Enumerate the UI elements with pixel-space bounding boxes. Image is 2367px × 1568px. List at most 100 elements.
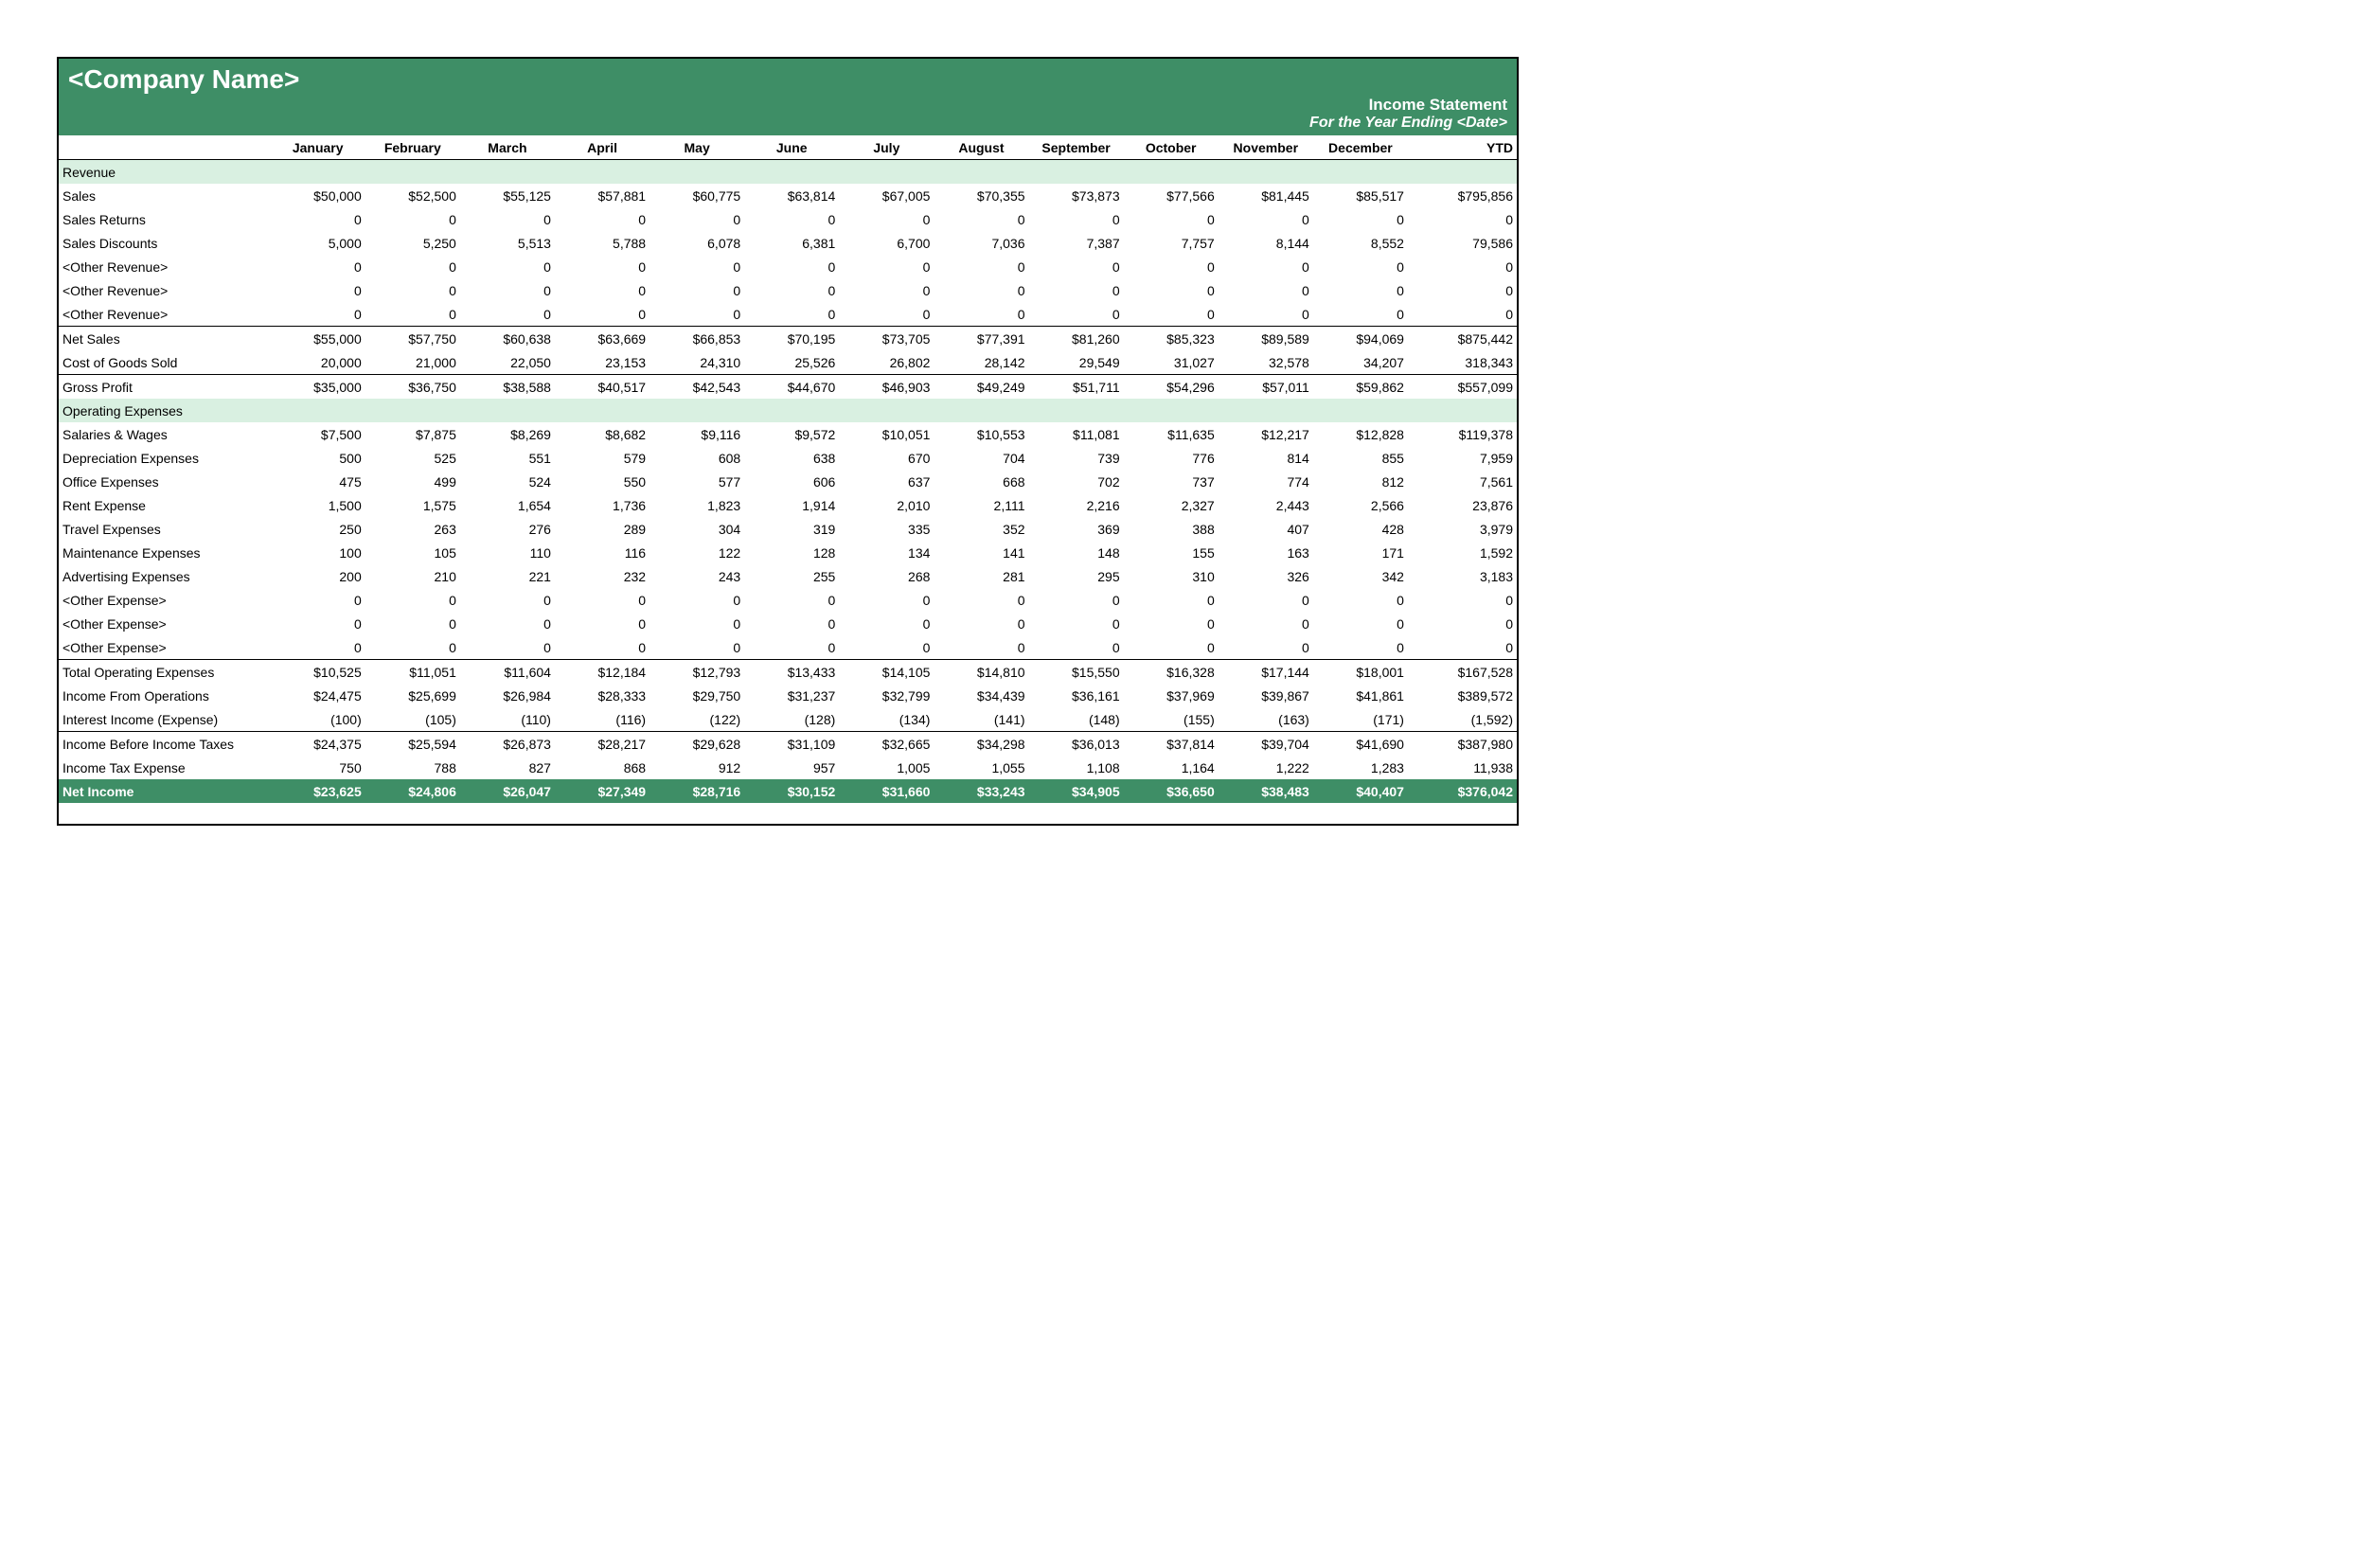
cell-value: 5,513 xyxy=(460,231,555,255)
cell-value: 407 xyxy=(1219,517,1313,541)
cell-value: (148) xyxy=(1029,707,1124,732)
cell-value: $57,750 xyxy=(365,327,460,351)
cell-value: 0 xyxy=(460,588,555,612)
cell-value: 263 xyxy=(365,517,460,541)
row-label: Rent Expense xyxy=(59,493,271,517)
cell-value: $119,378 xyxy=(1408,422,1517,446)
cell-value: $18,001 xyxy=(1313,660,1408,685)
cell-value: $40,407 xyxy=(1313,779,1408,803)
cell-value: 7,757 xyxy=(1124,231,1219,255)
cell-value: $11,635 xyxy=(1124,422,1219,446)
cell-value: 0 xyxy=(650,278,744,302)
row-label: Total Operating Expenses xyxy=(59,660,271,685)
cell-value: $167,528 xyxy=(1408,660,1517,685)
cell-value: $11,051 xyxy=(365,660,460,685)
column-header: February xyxy=(365,135,460,160)
cell-value: 0 xyxy=(365,302,460,327)
cell-value: $85,323 xyxy=(1124,327,1219,351)
cell-value: $14,105 xyxy=(839,660,934,685)
cell-value: 26,802 xyxy=(839,350,934,375)
cell-value: 29,549 xyxy=(1029,350,1124,375)
row-label: Sales Returns xyxy=(59,207,271,231)
cell-value: $26,873 xyxy=(460,732,555,757)
cell-value: 25,526 xyxy=(744,350,839,375)
cell-value: 0 xyxy=(271,612,365,635)
cell-value: $42,543 xyxy=(650,375,744,400)
cell-value: 0 xyxy=(365,635,460,660)
cell-value: $25,594 xyxy=(365,732,460,757)
cell-value: 22,050 xyxy=(460,350,555,375)
cell-value: 369 xyxy=(1029,517,1124,541)
cell-value: $31,237 xyxy=(744,684,839,707)
cell-value: 352 xyxy=(934,517,1028,541)
cell-value: 814 xyxy=(1219,446,1313,470)
cell-value: (171) xyxy=(1313,707,1408,732)
cell-value: 310 xyxy=(1124,564,1219,588)
cell-value: 1,283 xyxy=(1313,756,1408,779)
cell-value: 0 xyxy=(271,278,365,302)
cell-value: 1,575 xyxy=(365,493,460,517)
cell-value: 2,216 xyxy=(1029,493,1124,517)
cell-value: $8,682 xyxy=(555,422,650,446)
cell-value: 0 xyxy=(271,588,365,612)
cell-value: $376,042 xyxy=(1408,779,1517,803)
cell-value: 0 xyxy=(1219,207,1313,231)
cell-value: 737 xyxy=(1124,470,1219,493)
cell-value: $38,588 xyxy=(460,375,555,400)
cell-value: 318,343 xyxy=(1408,350,1517,375)
cell-value: 1,055 xyxy=(934,756,1028,779)
table-row: Operating Expenses xyxy=(59,399,1517,422)
label-column-header xyxy=(59,135,271,160)
cell-value: 0 xyxy=(1124,612,1219,635)
row-label: Travel Expenses xyxy=(59,517,271,541)
cell-value: $67,005 xyxy=(839,184,934,207)
cell-value: 1,823 xyxy=(650,493,744,517)
cell-value: 499 xyxy=(365,470,460,493)
cell-value: 388 xyxy=(1124,517,1219,541)
cell-value: $12,828 xyxy=(1313,422,1408,446)
row-label: Sales Discounts xyxy=(59,231,271,255)
cell-value: 774 xyxy=(1219,470,1313,493)
cell-value: 0 xyxy=(1219,278,1313,302)
cell-value: $73,873 xyxy=(1029,184,1124,207)
cell-value: 20,000 xyxy=(271,350,365,375)
column-header: March xyxy=(460,135,555,160)
cell-value: $11,081 xyxy=(1029,422,1124,446)
cell-value: $70,355 xyxy=(934,184,1028,207)
cell-value: (163) xyxy=(1219,707,1313,732)
cell-value: 31,027 xyxy=(1124,350,1219,375)
cell-value: 0 xyxy=(1408,302,1517,327)
cell-value: $38,483 xyxy=(1219,779,1313,803)
cell-value: 912 xyxy=(650,756,744,779)
cell-value: 221 xyxy=(460,564,555,588)
table-row: Net Sales$55,000$57,750$60,638$63,669$66… xyxy=(59,327,1517,351)
table-row: Income From Operations$24,475$25,699$26,… xyxy=(59,684,1517,707)
cell-value: 0 xyxy=(555,278,650,302)
cell-value: 6,078 xyxy=(650,231,744,255)
cell-value: 1,654 xyxy=(460,493,555,517)
column-header: October xyxy=(1124,135,1219,160)
cell-value: 827 xyxy=(460,756,555,779)
cell-value: $81,260 xyxy=(1029,327,1124,351)
cell-value: 0 xyxy=(839,302,934,327)
cell-value: 7,959 xyxy=(1408,446,1517,470)
cell-value: 100 xyxy=(271,541,365,564)
cell-value: $26,984 xyxy=(460,684,555,707)
row-label: <Other Expense> xyxy=(59,635,271,660)
row-label: <Other Revenue> xyxy=(59,278,271,302)
column-header: June xyxy=(744,135,839,160)
cell-value: 5,000 xyxy=(271,231,365,255)
cell-value: 0 xyxy=(1408,635,1517,660)
cell-value: $37,969 xyxy=(1124,684,1219,707)
cell-value: 24,310 xyxy=(650,350,744,375)
cell-value: $36,650 xyxy=(1124,779,1219,803)
cell-value: $557,099 xyxy=(1408,375,1517,400)
row-label: Income Before Income Taxes xyxy=(59,732,271,757)
income-statement-table: JanuaryFebruaryMarchAprilMayJuneJulyAugu… xyxy=(59,135,1517,824)
cell-value: (1,592) xyxy=(1408,707,1517,732)
cell-value: 243 xyxy=(650,564,744,588)
cell-value: 163 xyxy=(1219,541,1313,564)
cell-value: 295 xyxy=(1029,564,1124,588)
cell-value: $17,144 xyxy=(1219,660,1313,685)
cell-value: 0 xyxy=(650,588,744,612)
